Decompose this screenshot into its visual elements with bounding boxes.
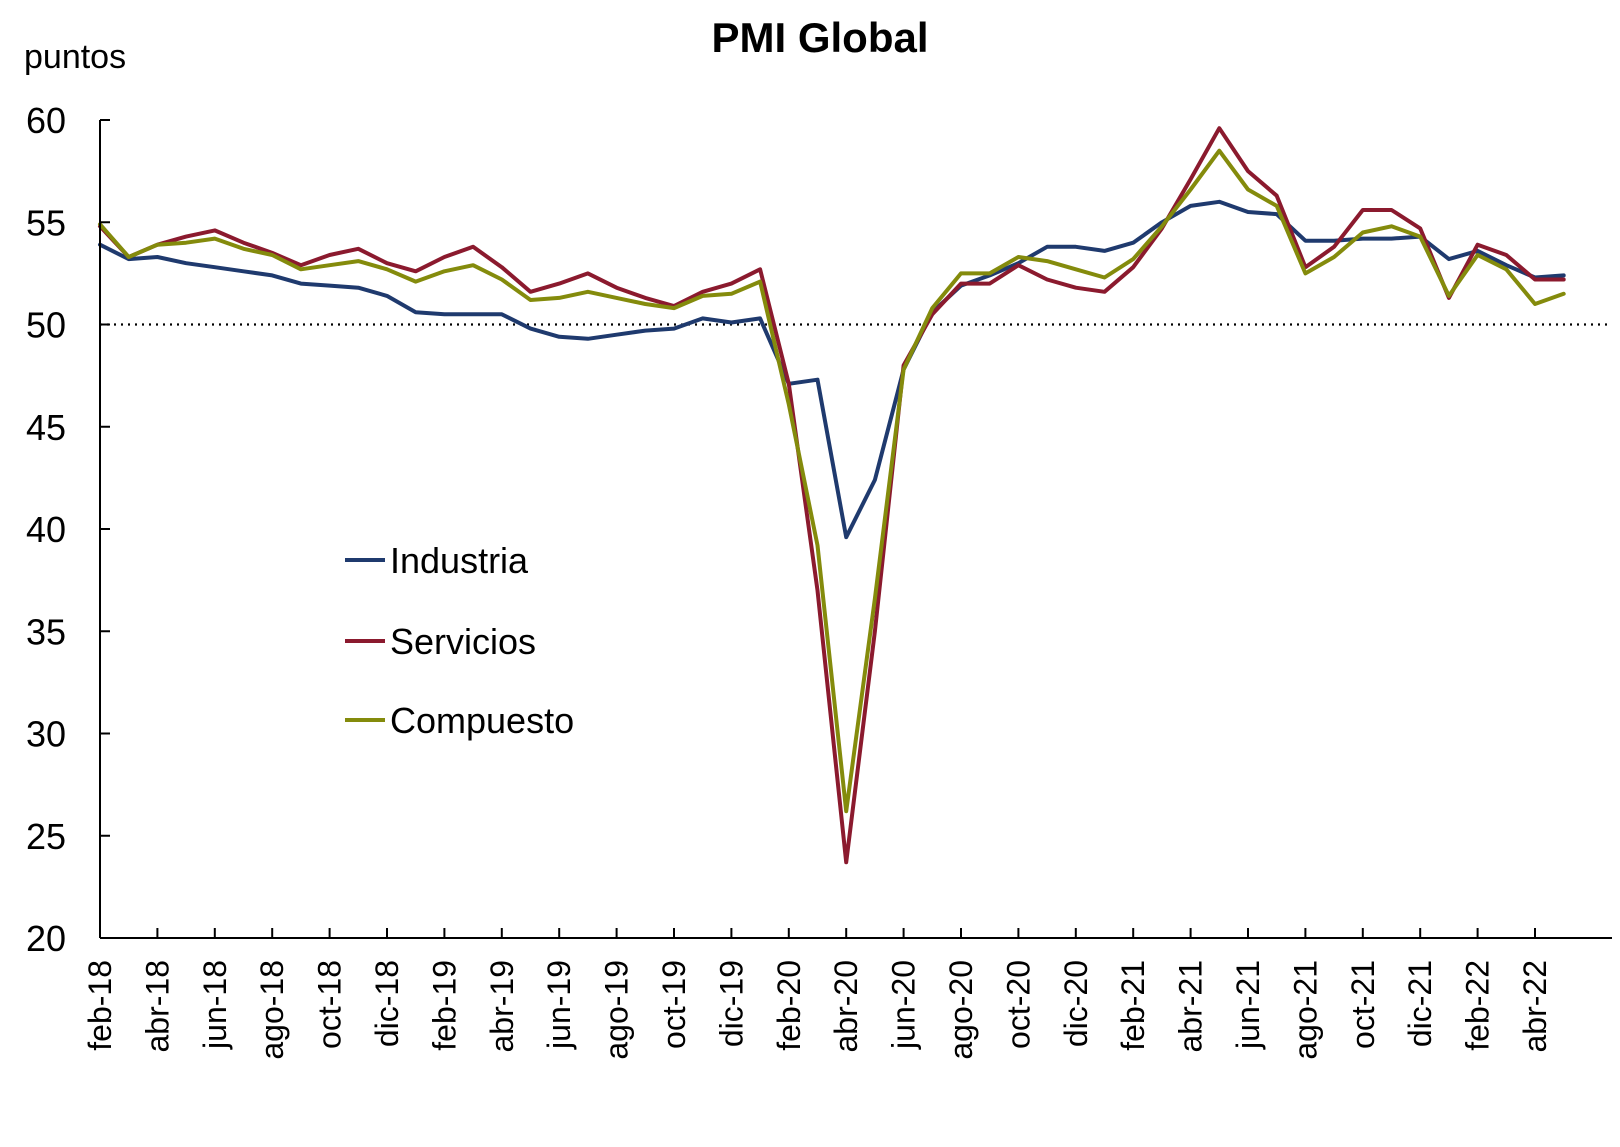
x-tick-label: dic-21	[1402, 960, 1438, 1047]
y-tick-label: 50	[26, 305, 66, 346]
legend: Industria Servicios Compuesto	[345, 540, 574, 741]
x-tick-label: feb-18	[82, 960, 118, 1051]
series-layer	[98, 126, 1566, 865]
series-line-servicios	[98, 126, 1566, 865]
x-tick-label: abr-22	[1517, 960, 1553, 1053]
legend-label-servicios: Servicios	[390, 621, 536, 662]
y-tick-label: 25	[26, 816, 66, 857]
x-tick-label: feb-22	[1460, 960, 1496, 1051]
series-line-compuesto	[98, 148, 1566, 814]
x-tick-label: oct-20	[1000, 960, 1036, 1049]
x-tick-label: oct-18	[312, 960, 348, 1049]
x-tick-label: oct-21	[1345, 960, 1381, 1049]
y-tick-label: 60	[26, 100, 66, 141]
x-tick-label: ago-19	[599, 960, 635, 1060]
y-tick-label: 45	[26, 407, 66, 448]
x-tick-label: abr-21	[1173, 960, 1209, 1053]
x-tick-label: abr-20	[828, 960, 864, 1053]
chart-title: PMI Global	[711, 14, 928, 61]
x-tick-label: ago-20	[943, 960, 979, 1060]
y-tick-label: 30	[26, 714, 66, 755]
x-tick-label: jun-21	[1230, 960, 1266, 1050]
legend-label-compuesto: Compuesto	[390, 700, 574, 741]
x-tick-label: ago-18	[254, 960, 290, 1060]
y-tick-label: 35	[26, 611, 66, 652]
x-tick-label: feb-21	[1115, 960, 1151, 1051]
x-tick-label: jun-20	[886, 960, 922, 1050]
series-line-industria	[98, 199, 1566, 540]
x-tick-label: ago-21	[1287, 960, 1323, 1060]
x-tick-label: dic-18	[369, 960, 405, 1047]
y-tick-label: 55	[26, 202, 66, 243]
x-tick-label: dic-19	[713, 960, 749, 1047]
x-tick-label: feb-19	[426, 960, 462, 1051]
x-tick-label: dic-20	[1058, 960, 1094, 1047]
axes: 20 25 30 35 40 45 50 55 60 feb-18 abr-18 jun-18 ago-…	[26, 100, 1612, 1060]
x-tick-label: abr-18	[139, 960, 175, 1053]
legend-label-industria: Industria	[390, 540, 529, 581]
x-tick-label: oct-19	[656, 960, 692, 1049]
x-tick-label: jun-19	[541, 960, 577, 1050]
y-tick-label: 20	[26, 918, 66, 959]
x-tick-label: abr-19	[484, 960, 520, 1053]
y-tick-label: 40	[26, 509, 66, 550]
x-tick-label: jun-18	[197, 960, 233, 1050]
y-axis-label: puntos	[24, 38, 126, 76]
x-tick-label: feb-20	[771, 960, 807, 1051]
